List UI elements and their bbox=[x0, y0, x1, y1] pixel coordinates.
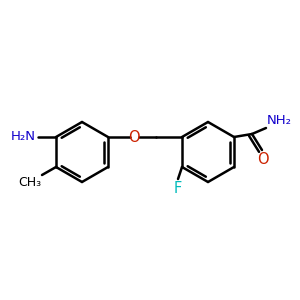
Text: O: O bbox=[257, 152, 269, 167]
Text: O: O bbox=[128, 130, 140, 145]
Text: F: F bbox=[174, 181, 182, 196]
Text: CH₃: CH₃ bbox=[18, 176, 41, 189]
Text: NH₂: NH₂ bbox=[267, 114, 292, 127]
Text: H₂N: H₂N bbox=[11, 130, 36, 143]
